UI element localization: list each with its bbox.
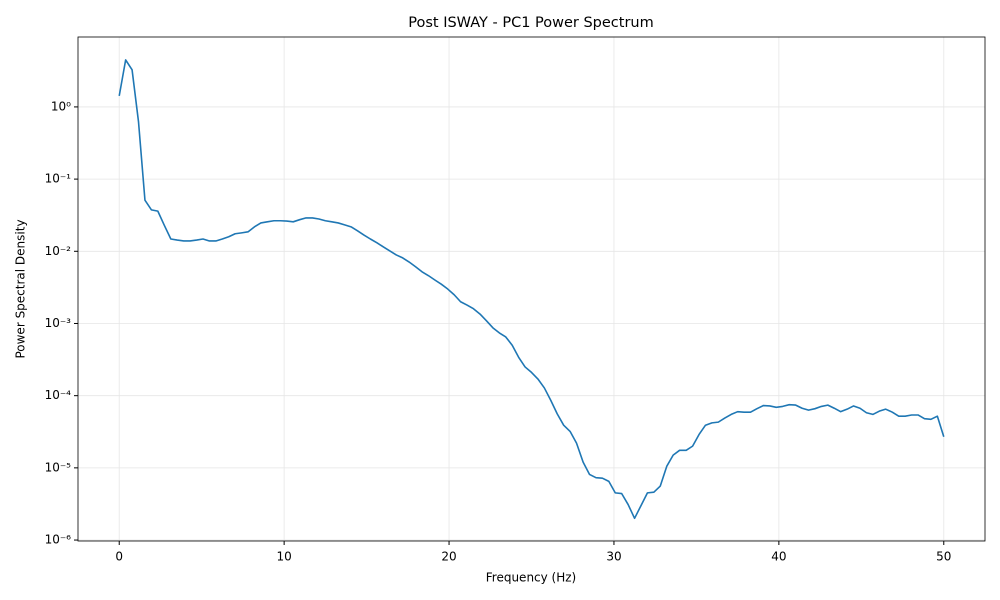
plot-frame xyxy=(77,36,986,542)
y-tick-label: 10⁻³ xyxy=(45,316,72,330)
y-tick-label: 10⁻⁴ xyxy=(45,388,72,402)
x-axis-label: Frequency (Hz) xyxy=(486,571,577,585)
x-tick-label: 0 xyxy=(115,550,123,564)
y-tick-label: 10⁻⁶ xyxy=(45,533,72,547)
chart-title: Post ISWAY - PC1 Power Spectrum xyxy=(408,15,654,31)
x-tick-label: 40 xyxy=(771,550,786,564)
x-tick-label: 30 xyxy=(606,550,621,564)
x-tick-label: 20 xyxy=(441,550,456,564)
y-tick-label: 10⁻² xyxy=(45,244,72,258)
y-tick-label: 10⁻¹ xyxy=(45,172,72,186)
data-line xyxy=(118,59,945,520)
x-tick-label: 50 xyxy=(936,550,951,564)
y-tick-label: 10⁰ xyxy=(51,99,71,113)
y-axis-label: Power Spectral Density xyxy=(14,219,28,358)
y-tick-label: 10⁻⁵ xyxy=(45,460,72,474)
x-tick-label: 10 xyxy=(276,550,291,564)
